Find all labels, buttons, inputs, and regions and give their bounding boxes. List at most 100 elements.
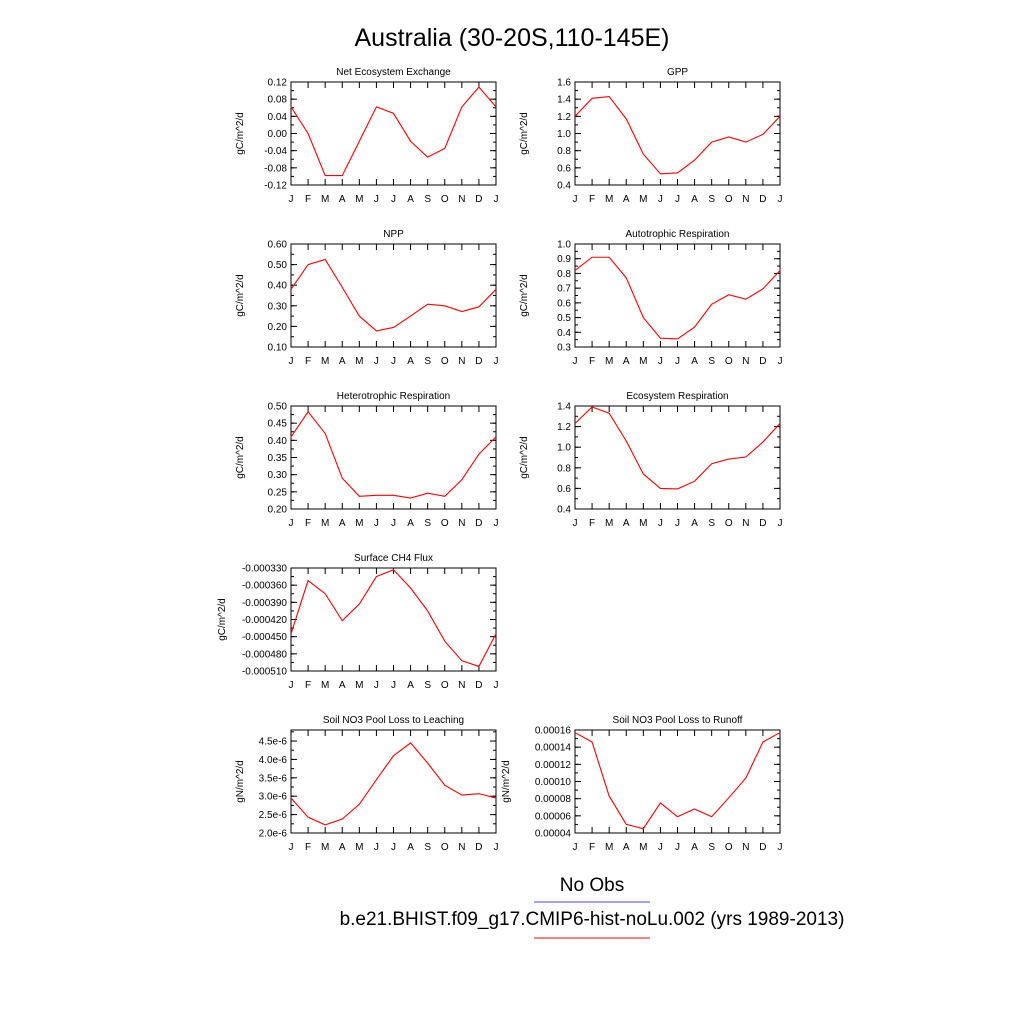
x-tick-label: F <box>305 356 311 367</box>
x-tick-label: N <box>458 194 465 205</box>
x-tick-label: O <box>441 194 449 205</box>
y-tick-label: 0.25 <box>268 487 288 498</box>
y-tick-label: 0.04 <box>268 112 288 123</box>
y-tick-label: 1.4 <box>557 402 571 413</box>
y-tick-label: 2.0e-6 <box>259 829 288 840</box>
plot-frame <box>290 81 497 186</box>
x-tick-label: J <box>573 356 578 367</box>
x-tick-label: O <box>725 518 733 529</box>
y-tick-label: -0.000330 <box>242 564 287 575</box>
y-tick-label: -0.000510 <box>242 667 287 678</box>
y-tick-label: 0.4 <box>557 328 571 339</box>
x-tick-label: J <box>573 518 578 529</box>
y-tick-label: 1.4 <box>557 95 571 106</box>
x-tick-label: F <box>305 842 311 853</box>
x-tick-label: F <box>305 194 311 205</box>
x-tick-label: A <box>691 518 698 529</box>
y-tick-label: 0.50 <box>268 260 288 271</box>
x-tick-label: N <box>742 518 749 529</box>
series-line <box>574 406 781 490</box>
x-tick-label: J <box>778 356 783 367</box>
x-tick-label: J <box>778 842 783 853</box>
y-tick-label: 3.5e-6 <box>259 773 288 784</box>
x-tick-label: A <box>407 518 414 529</box>
x-tick-label: S <box>424 842 431 853</box>
plot-frame <box>574 405 781 510</box>
y-tick-label: 0.8 <box>557 146 571 157</box>
y-tick-label: 0.00006 <box>535 811 572 822</box>
x-tick-label: J <box>675 842 680 853</box>
y-tick-label: 0.30 <box>268 301 288 312</box>
chart-panel: Soil NO3 Pool Loss to Runoff gN/m^2/d 0.00… <box>501 715 783 853</box>
x-tick-label: O <box>725 194 733 205</box>
y-tick-label: 0.50 <box>268 402 288 413</box>
series-line <box>290 410 497 499</box>
x-tick-label: J <box>374 194 379 205</box>
y-tick-label: 0.3 <box>557 343 571 354</box>
x-tick-label: A <box>339 680 346 691</box>
legend-obs-label: No Obs <box>560 875 624 896</box>
x-tick-label: J <box>658 356 663 367</box>
x-tick-label: A <box>339 518 346 529</box>
x-tick-label: F <box>589 194 595 205</box>
x-tick-label: D <box>759 194 766 205</box>
x-tick-label: F <box>589 842 595 853</box>
x-tick-label: D <box>475 356 482 367</box>
y-tick-label: -0.000390 <box>242 598 287 609</box>
y-tick-label: 0.6 <box>557 484 571 495</box>
y-tick-label: 0.30 <box>268 470 288 481</box>
y-tick-label: 0.00004 <box>535 829 572 840</box>
x-tick-label: M <box>321 680 329 691</box>
x-tick-label: J <box>658 842 663 853</box>
series-line <box>290 569 497 668</box>
y-axis-label: gC/m^2/d <box>519 274 530 317</box>
x-tick-label: A <box>623 194 630 205</box>
chart-title: Heterotrophic Respiration <box>337 391 450 402</box>
y-tick-label: -0.04 <box>264 146 287 157</box>
panels: Net Ecosystem Exchange gC/m^2/d -0.12 -0.08… <box>217 67 783 853</box>
y-tick-label: 3.0e-6 <box>259 792 288 803</box>
y-tick-label: 0.20 <box>268 505 288 516</box>
x-tick-label: M <box>639 194 647 205</box>
y-tick-label: 0.40 <box>268 436 288 447</box>
series-line <box>574 96 781 175</box>
x-tick-label: M <box>639 356 647 367</box>
x-tick-label: O <box>725 356 733 367</box>
x-tick-label: S <box>424 518 431 529</box>
x-tick-label: D <box>475 518 482 529</box>
x-tick-label: A <box>407 194 414 205</box>
y-tick-label: 1.0 <box>557 129 571 140</box>
x-tick-label: J <box>391 842 396 853</box>
x-tick-label: J <box>289 680 294 691</box>
y-tick-label: 4.5e-6 <box>259 737 288 748</box>
x-tick-label: M <box>321 842 329 853</box>
x-tick-label: J <box>675 194 680 205</box>
x-tick-label: M <box>321 356 329 367</box>
x-tick-label: J <box>391 356 396 367</box>
y-axis-label: gC/m^2/d <box>217 598 228 641</box>
y-tick-label: 1.2 <box>557 422 571 433</box>
x-tick-label: F <box>589 518 595 529</box>
x-tick-label: J <box>391 194 396 205</box>
x-tick-label: N <box>742 194 749 205</box>
x-tick-label: N <box>742 356 749 367</box>
x-tick-label: M <box>355 680 363 691</box>
y-tick-label: 0.00 <box>268 129 288 140</box>
x-tick-label: S <box>708 518 715 529</box>
series-line <box>290 742 497 826</box>
x-tick-label: D <box>759 356 766 367</box>
x-tick-label: N <box>458 356 465 367</box>
y-tick-label: 0.8 <box>557 269 571 280</box>
figure-title: Australia (30-20S,110-145E) <box>355 24 670 52</box>
y-axis-label: gC/m^2/d <box>235 112 246 155</box>
y-tick-label: 0.00008 <box>535 794 572 805</box>
y-tick-label: 0.12 <box>268 78 288 89</box>
x-tick-label: J <box>494 680 499 691</box>
x-tick-label: A <box>339 842 346 853</box>
x-tick-label: J <box>675 518 680 529</box>
y-tick-label: -0.12 <box>264 181 287 192</box>
chart-panel: Net Ecosystem Exchange gC/m^2/d -0.12 -0.08… <box>235 67 499 205</box>
x-tick-label: J <box>494 356 499 367</box>
y-tick-label: 0.4 <box>557 505 571 516</box>
